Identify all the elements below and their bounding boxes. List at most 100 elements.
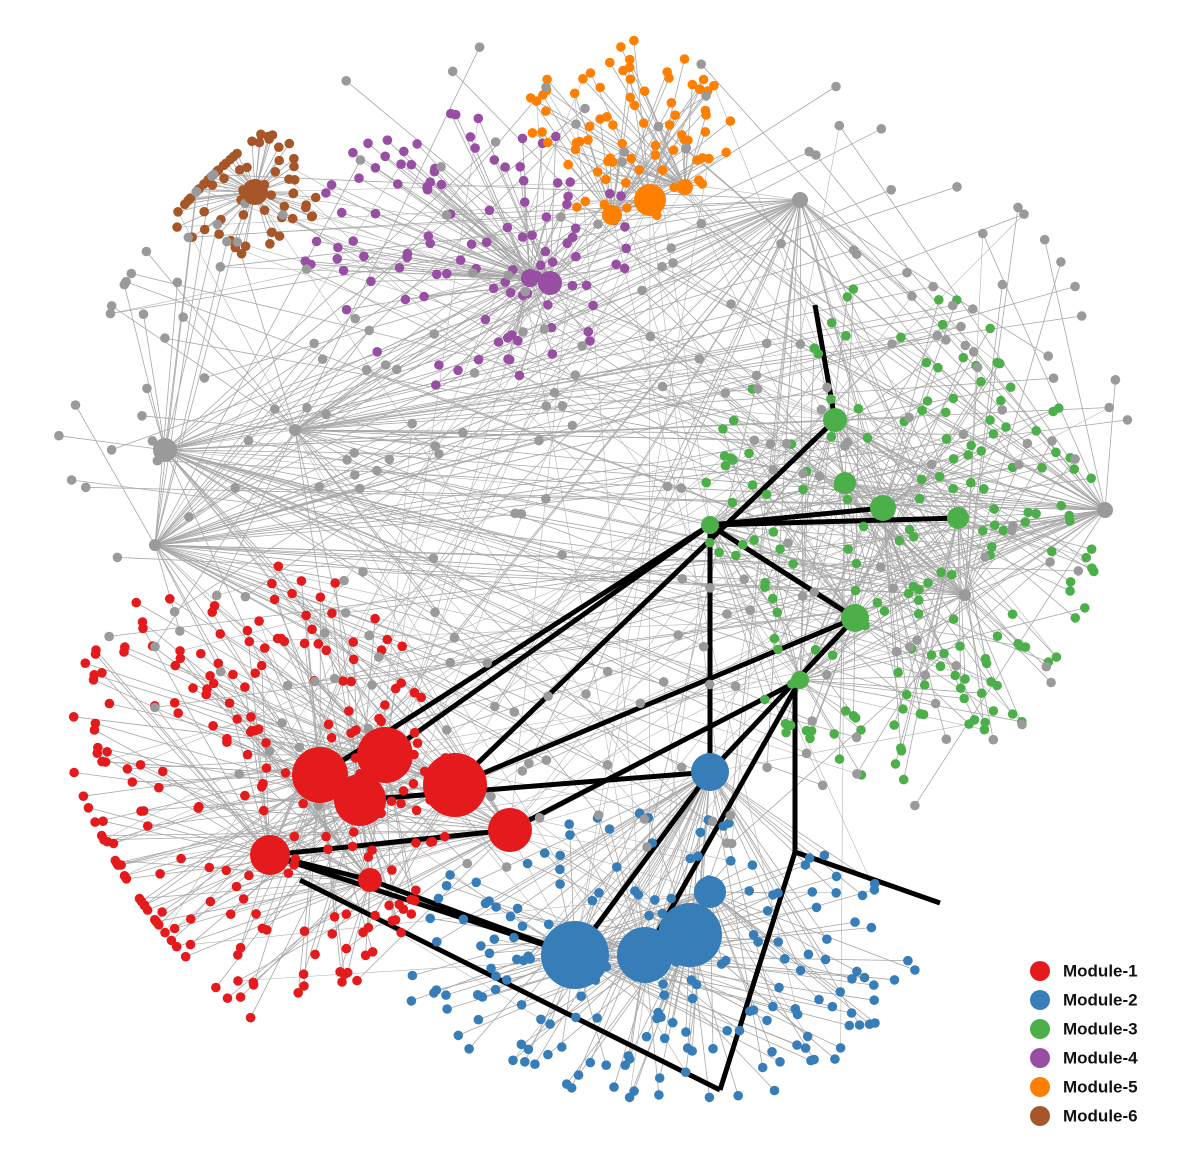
- node: [826, 318, 837, 328]
- node: [518, 327, 528, 337]
- node: [363, 138, 373, 149]
- edge: [585, 199, 801, 695]
- node: [204, 862, 215, 873]
- node: [976, 376, 986, 387]
- edge: [454, 530, 1012, 786]
- node: [555, 879, 565, 889]
- node: [407, 970, 418, 981]
- node: [354, 173, 364, 183]
- node: [948, 393, 958, 404]
- edge: [154, 544, 857, 738]
- edge: [766, 494, 856, 619]
- edge: [164, 372, 475, 451]
- node: [567, 420, 578, 431]
- edge: [882, 507, 908, 695]
- edge: [190, 891, 711, 945]
- node: [776, 238, 786, 249]
- node: [396, 678, 407, 688]
- edge: [282, 214, 966, 596]
- node: [294, 742, 305, 753]
- node: [1043, 351, 1053, 361]
- edge: [882, 328, 991, 509]
- edge: [164, 449, 549, 697]
- hub-node: [694, 876, 726, 908]
- node: [310, 676, 320, 687]
- edge: [154, 86, 547, 546]
- node: [361, 365, 372, 375]
- node: [656, 1012, 666, 1022]
- node: [576, 991, 586, 1001]
- edge: [294, 429, 540, 441]
- node: [449, 632, 460, 643]
- edge: [154, 705, 271, 856]
- node: [329, 912, 340, 922]
- node: [406, 159, 417, 170]
- node: [658, 979, 668, 989]
- node: [488, 283, 499, 294]
- node: [687, 993, 698, 1004]
- node: [178, 312, 188, 322]
- node: [350, 313, 361, 324]
- node: [262, 925, 272, 935]
- node: [194, 801, 204, 812]
- edge: [834, 419, 1087, 558]
- node: [941, 335, 951, 345]
- node: [562, 238, 572, 249]
- edge: [840, 482, 846, 1048]
- node: [952, 182, 962, 192]
- node: [199, 179, 209, 189]
- node: [202, 684, 212, 694]
- strong-edge: [454, 615, 856, 788]
- node: [523, 1044, 534, 1055]
- node: [348, 654, 359, 665]
- edge: [261, 665, 271, 856]
- edge: [847, 517, 959, 550]
- node: [396, 927, 406, 938]
- hub-node: [538, 271, 562, 295]
- node: [768, 527, 779, 537]
- node: [541, 212, 552, 222]
- node: [230, 483, 240, 493]
- node: [681, 1027, 691, 1037]
- node: [705, 583, 715, 593]
- node: [960, 674, 970, 684]
- node: [166, 935, 177, 946]
- edge: [799, 679, 965, 699]
- node: [91, 645, 101, 655]
- edge: [709, 771, 825, 856]
- node: [904, 642, 915, 652]
- edge: [799, 199, 998, 686]
- node: [593, 219, 603, 229]
- node: [876, 562, 886, 572]
- node: [831, 888, 841, 898]
- node: [941, 734, 952, 744]
- edge: [733, 420, 856, 619]
- node: [327, 608, 337, 618]
- edge: [230, 771, 711, 915]
- edge: [154, 544, 547, 761]
- edge: [834, 419, 975, 720]
- node: [150, 641, 160, 652]
- legend-marker: [1030, 1077, 1050, 1097]
- node: [484, 948, 495, 959]
- edge: [271, 214, 613, 233]
- node: [1048, 373, 1059, 384]
- node: [831, 81, 841, 92]
- node: [739, 574, 749, 584]
- node: [264, 746, 275, 756]
- node: [963, 450, 973, 460]
- node: [301, 264, 312, 274]
- node: [430, 441, 441, 452]
- node: [341, 304, 352, 315]
- node: [795, 339, 806, 349]
- node: [326, 180, 337, 190]
- node: [515, 162, 525, 172]
- node: [809, 587, 819, 597]
- edge: [111, 305, 296, 431]
- node: [505, 911, 516, 922]
- node: [516, 1000, 527, 1010]
- node: [240, 591, 251, 602]
- node: [720, 388, 731, 398]
- node: [527, 128, 538, 138]
- node: [858, 521, 869, 532]
